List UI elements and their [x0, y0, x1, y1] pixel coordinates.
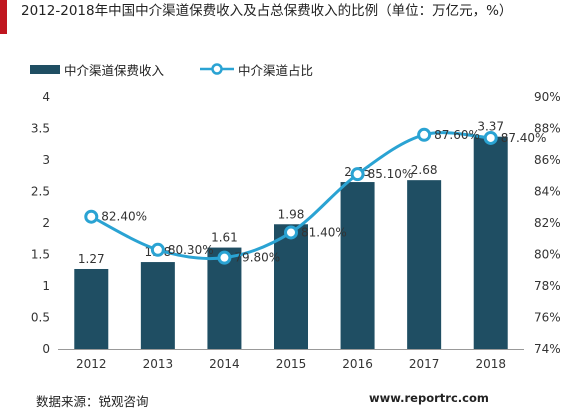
y-left-tick-label: 4	[42, 90, 50, 104]
legend-line-swatch	[200, 63, 235, 75]
share-point-2016	[350, 167, 365, 182]
share-value-label: 80.30%	[168, 243, 214, 257]
bar-value-label: 1.98	[278, 207, 305, 221]
y-left-tick-label: 0.5	[31, 311, 50, 325]
data-source: 数据来源：锐观咨询	[36, 394, 149, 409]
share-value-label: 87.60%	[434, 128, 480, 142]
bar-value-label: 2.68	[411, 163, 438, 177]
bar-2016	[340, 182, 375, 349]
legend-bar-swatch	[30, 64, 60, 74]
y-left-tick-label: 3.5	[31, 122, 50, 136]
legend-line-label: 中介渠道占比	[238, 62, 314, 78]
x-tick-label: 2016	[342, 357, 373, 371]
y-left-tick-label: 1.5	[31, 248, 50, 262]
y-right-tick-label: 76%	[534, 311, 561, 325]
x-tick-label: 2015	[276, 357, 307, 371]
y-right-tick-label: 88%	[534, 122, 561, 136]
bar-2015	[274, 224, 308, 349]
y-left-tick-label: 2	[42, 216, 50, 230]
share-point-2012	[84, 209, 99, 224]
y-left-tick-label: 0	[42, 342, 50, 356]
x-tick-label: 2012	[76, 357, 107, 371]
share-point-2017	[417, 127, 432, 142]
y-left-tick-label: 1	[42, 279, 50, 293]
bar-2018	[473, 136, 508, 349]
share-value-label: 79.80%	[234, 251, 280, 265]
legend-bar-label: 中介渠道保费收入	[64, 62, 165, 78]
y-right-tick-label: 84%	[534, 185, 561, 199]
share-value-label: 81.40%	[301, 225, 347, 239]
bar-value-label: 1.61	[211, 231, 238, 245]
x-tick-label: 2013	[143, 357, 174, 371]
y-left-tick-label: 2.5	[31, 185, 50, 199]
title-accent-bar	[0, 0, 7, 34]
x-tick-label: 2017	[409, 357, 440, 371]
share-value-label: 82.40%	[101, 210, 147, 224]
share-point-2013	[150, 242, 165, 257]
y-left-tick-label: 3	[42, 153, 50, 167]
y-right-tick-label: 82%	[534, 216, 561, 230]
y-right-tick-label: 80%	[534, 248, 561, 262]
bar-value-label: 3.37	[477, 120, 504, 134]
bar-2012	[74, 268, 109, 349]
y-right-tick-label: 86%	[534, 153, 561, 167]
share-value-label: 85.10%	[368, 167, 414, 181]
x-tick-label: 2018	[475, 357, 506, 371]
x-tick-label: 2014	[209, 357, 240, 371]
bar-2013	[140, 262, 175, 349]
bar-value-label: 1.27	[78, 252, 105, 266]
share-value-label: 87.40%	[501, 131, 547, 145]
share-point-2014	[217, 250, 232, 265]
y-right-tick-label: 74%	[534, 342, 561, 356]
share-point-2015	[284, 225, 298, 240]
y-right-tick-label: 78%	[534, 279, 561, 293]
y-right-tick-label: 90%	[534, 90, 561, 104]
website-url: www.reportrc.com	[369, 391, 489, 405]
chart-legend: 中介渠道保费收入 中介渠道占比	[30, 60, 313, 78]
chart-title: 2012-2018年中国中介渠道保费收入及占总保费收入的比例（单位：万亿元，%）	[21, 3, 513, 19]
bar-2017	[407, 180, 442, 349]
share-point-2018	[483, 130, 498, 145]
